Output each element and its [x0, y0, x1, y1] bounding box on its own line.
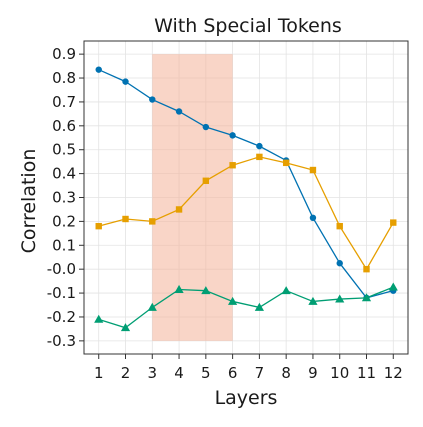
y-tick-label: 0.4 — [52, 165, 76, 183]
y-tick-label: 0.8 — [52, 69, 76, 87]
data-point-series-2 — [390, 219, 397, 226]
x-tick-label: 2 — [121, 364, 131, 382]
x-tick-label: 3 — [148, 364, 158, 382]
data-point-series-2 — [175, 206, 183, 213]
x-axis-label: Layers — [215, 387, 278, 409]
data-point-series-3 — [174, 284, 184, 293]
y-tick-label: 0.6 — [52, 117, 76, 135]
data-point-series-1 — [149, 96, 156, 103]
data-point-series-1 — [202, 123, 210, 131]
data-point-series-1 — [309, 214, 317, 222]
data-point-series-3 — [147, 302, 157, 311]
y-tick-label: -0.0 — [47, 260, 76, 278]
data-point-series-3 — [94, 314, 104, 323]
x-tick-label: 8 — [281, 364, 291, 382]
data-point-series-2 — [202, 177, 210, 184]
y-tick-label: 0.9 — [52, 45, 76, 63]
y-tick-label: 0.7 — [52, 93, 76, 111]
data-point-series-3 — [308, 296, 318, 305]
data-point-series-2 — [256, 153, 263, 161]
data-point-series-2 — [336, 222, 343, 230]
plot-area: 1 2 3 4 5 6 7 8 9 10 11 120.90.80.70.60.50.40.30.20… — [47, 40, 409, 382]
data-point-series-2 — [282, 159, 290, 167]
x-tick-label: 6 — [228, 364, 238, 382]
y-tick-label: 0.1 — [52, 236, 76, 254]
y-tick-label: 0.2 — [52, 212, 76, 230]
y-tick-label: 0.3 — [52, 189, 76, 207]
y-tick-label: -0.2 — [47, 308, 76, 326]
highlight-band — [152, 54, 233, 341]
y-tick-label: -0.1 — [47, 284, 76, 302]
data-point-series-3 — [281, 286, 291, 295]
x-tick-label: 10 — [330, 364, 349, 382]
x-tick-label: 9 — [308, 364, 318, 382]
data-point-series-3 — [228, 296, 238, 305]
data-point-series-1 — [95, 66, 102, 73]
data-point-series-3 — [361, 293, 372, 302]
y-axis-label: Correlation — [18, 149, 40, 254]
data-point-series-2 — [309, 166, 317, 174]
data-point-series-2 — [122, 215, 129, 223]
data-point-series-1 — [229, 132, 236, 139]
data-point-series-3 — [335, 294, 345, 303]
data-point-series-2 — [229, 162, 236, 169]
data-point-series-2 — [95, 222, 102, 230]
data-point-series-2 — [149, 218, 156, 225]
x-tick-label: 1 — [94, 364, 104, 382]
series-line-1 — [98, 69, 394, 299]
data-point-series-1 — [256, 142, 263, 150]
x-tick-label: 11 — [357, 364, 376, 382]
data-point-series-1 — [175, 108, 183, 115]
data-point-series-3 — [388, 282, 398, 291]
series-line-2 — [98, 156, 394, 271]
x-tick-label: 7 — [255, 364, 265, 382]
data-point-series-1 — [336, 260, 343, 267]
data-point-series-1 — [122, 78, 129, 85]
data-point-series-3 — [254, 302, 264, 311]
x-tick-label: 4 — [174, 364, 184, 382]
data-point-series-3 — [201, 286, 211, 295]
y-tick-label: -0.3 — [47, 332, 76, 350]
x-tick-label: 5 — [201, 364, 211, 382]
x-tick-label: 12 — [384, 364, 403, 382]
data-point-series-3 — [120, 323, 131, 332]
chart-title: With Special Tokens — [154, 15, 342, 37]
y-tick-label: 0.5 — [52, 141, 76, 159]
data-point-series-2 — [363, 265, 370, 273]
